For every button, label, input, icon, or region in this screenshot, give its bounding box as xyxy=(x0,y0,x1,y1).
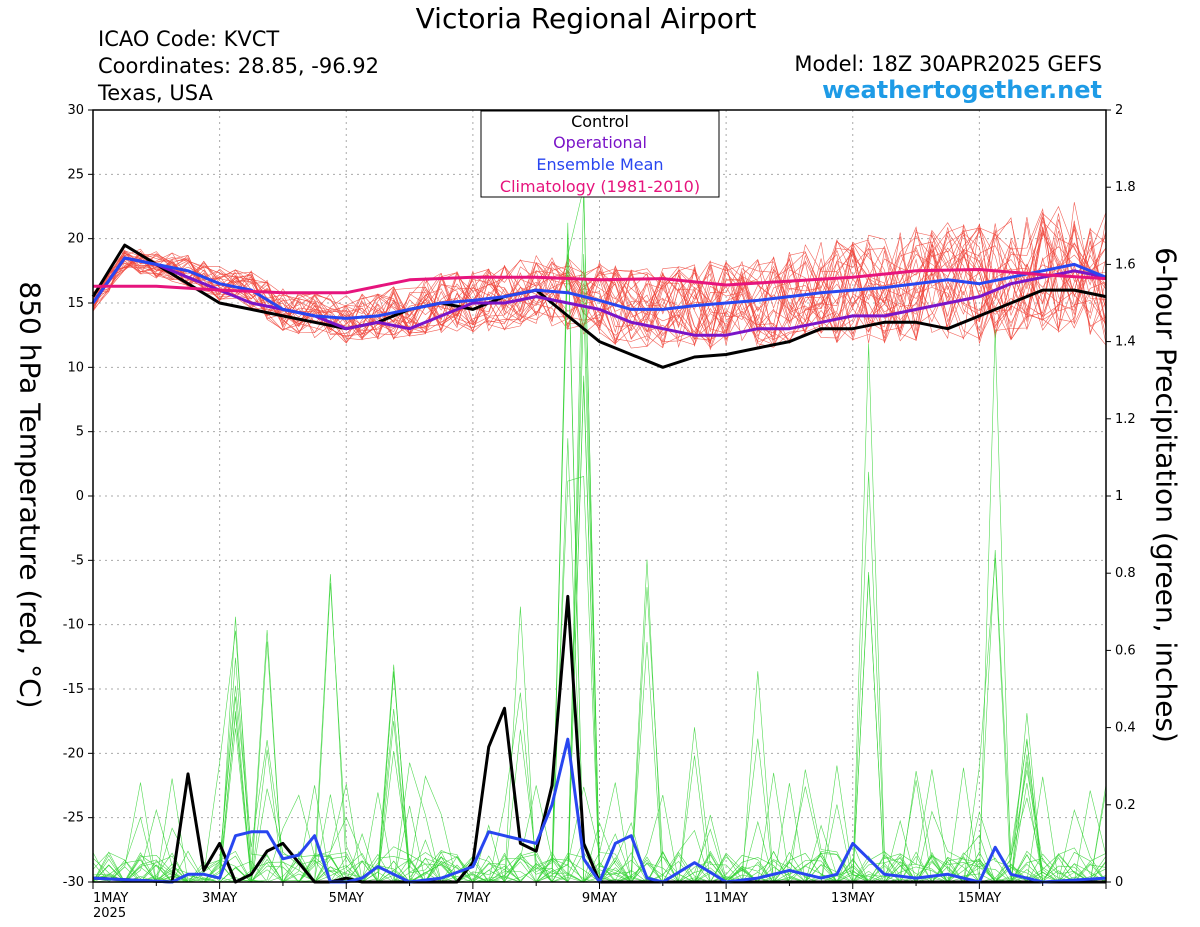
y2-tick-label: 2 xyxy=(1115,103,1123,118)
y-tick-label: 15 xyxy=(67,296,84,311)
icao-code: ICAO Code: KVCT xyxy=(98,27,280,51)
grid xyxy=(93,110,1106,882)
temperature-member-line xyxy=(92,228,1107,346)
y2-tick-label: 0.6 xyxy=(1115,643,1136,658)
y-tick-label: 10 xyxy=(67,360,84,375)
legend-ensemble-mean: Ensemble Mean xyxy=(536,155,663,174)
x-tick-label: 15MAY xyxy=(958,891,1002,906)
y2-tick-label: 1.2 xyxy=(1115,412,1136,427)
ensemble-members xyxy=(92,187,1107,884)
temperature-member-line xyxy=(92,223,1107,347)
legend-operational: Operational xyxy=(553,133,647,152)
operational-temperature-line xyxy=(91,256,1107,337)
precip-member-line xyxy=(92,769,1107,883)
x-tick-label: 3MAY xyxy=(202,891,237,906)
legend-climatology: Climatology (1981-2010) xyxy=(500,177,700,196)
x-tick-label: 1MAY xyxy=(93,891,128,906)
precip-member-line xyxy=(92,629,1107,883)
chart-title: Victoria Regional Airport xyxy=(415,2,757,35)
y-tick-label: 20 xyxy=(67,232,84,247)
series-layer xyxy=(91,243,1107,884)
control-temperature-line xyxy=(91,243,1107,369)
temperature-member-line xyxy=(92,217,1107,342)
site-link[interactable]: weathertogether.net xyxy=(822,76,1102,104)
ensemble-mean-temperature-line xyxy=(91,256,1107,320)
temperature-member-line xyxy=(92,232,1107,347)
precip-member-line xyxy=(92,187,1107,883)
y2-tick-label: 0.8 xyxy=(1115,566,1136,581)
temperature-member-line xyxy=(92,202,1107,340)
temperature-member-line xyxy=(92,220,1107,348)
coordinates: Coordinates: 28.85, -96.92 xyxy=(98,54,379,78)
y2-tick-label: 0.2 xyxy=(1115,798,1136,813)
ensemble-mean-precipitation-line xyxy=(92,737,1107,884)
y-tick-label: 0 xyxy=(76,489,84,504)
y2-tick-label: 1.6 xyxy=(1115,257,1136,272)
y-tick-label: 25 xyxy=(67,167,84,182)
temperature-member-line xyxy=(92,213,1107,341)
y-tick-label: -15 xyxy=(63,682,84,697)
x-tick-sublabel: 2025 xyxy=(93,906,126,921)
x-tick-label: 11MAY xyxy=(704,891,748,906)
x-tick-label: 5MAY xyxy=(329,891,364,906)
legend-control: Control xyxy=(571,112,629,131)
legend: Control Operational Ensemble Mean Climat… xyxy=(480,110,720,198)
x-tick-label: 9MAY xyxy=(582,891,617,906)
temperature-member-line xyxy=(92,234,1107,340)
y2-tick-label: 1.8 xyxy=(1115,180,1136,195)
y2-tick-label: 1 xyxy=(1115,489,1123,504)
model-run: Model: 18Z 30APR2025 GEFS xyxy=(794,52,1102,76)
climatology-1981-2010-temperature-line xyxy=(93,268,1107,295)
legend-box xyxy=(480,110,720,198)
y-tick-label: -10 xyxy=(63,618,84,633)
y-tick-label: 30 xyxy=(67,103,84,118)
axis-ticks: 302520151050-5-10-15-20-25-3021.81.61.41… xyxy=(63,103,1136,921)
y-tick-label: -20 xyxy=(63,746,84,761)
region: Texas, USA xyxy=(98,81,213,105)
x-tick-label: 7MAY xyxy=(455,891,490,906)
y-tick-label: 5 xyxy=(76,425,84,440)
y2-tick-label: 1.4 xyxy=(1115,335,1136,350)
x-tick-label: 13MAY xyxy=(831,891,875,906)
y-tick-label: -30 xyxy=(63,875,84,890)
y-tick-label: -25 xyxy=(63,811,84,826)
y-tick-label: -5 xyxy=(71,553,84,568)
y2-tick-label: 0.4 xyxy=(1115,721,1136,736)
y2-tick-label: 0 xyxy=(1115,875,1123,890)
